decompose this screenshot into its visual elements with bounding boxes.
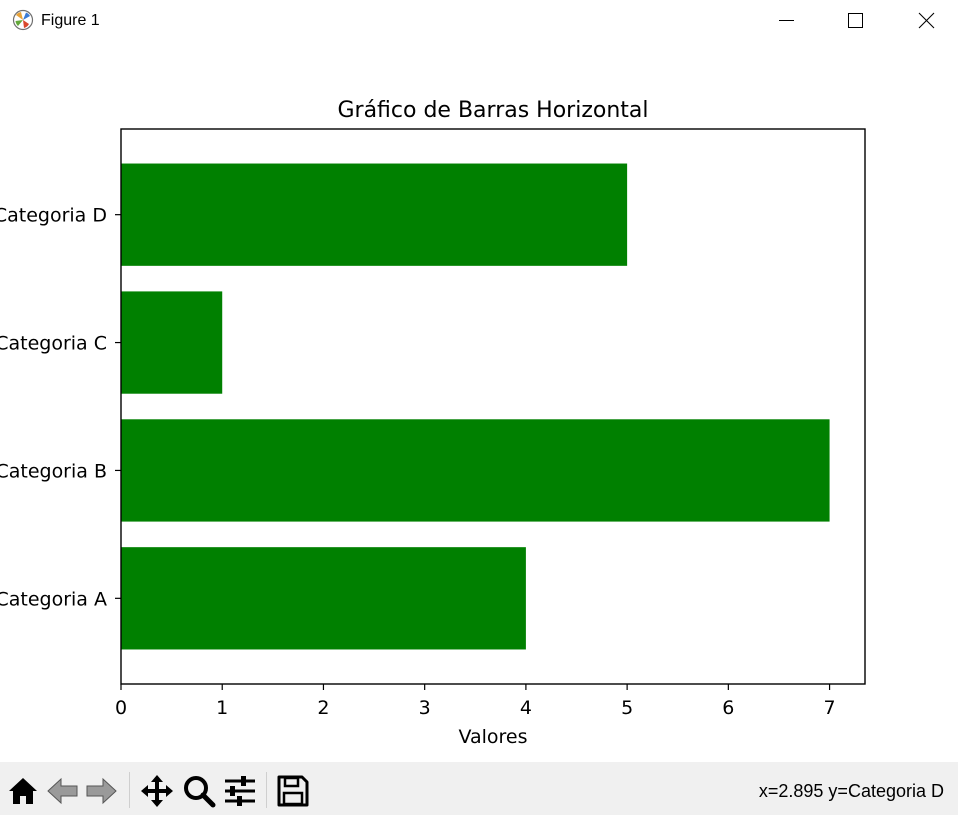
window-title: Figure 1 bbox=[41, 12, 100, 29]
maximize-button[interactable] bbox=[832, 0, 878, 42]
home-button[interactable] bbox=[5, 773, 41, 809]
forward-icon bbox=[86, 777, 117, 805]
axes-frame bbox=[120, 128, 866, 685]
back-button[interactable] bbox=[45, 773, 81, 809]
x-tick-label: 6 bbox=[722, 697, 734, 719]
back-icon bbox=[47, 777, 78, 805]
toolbar-separator bbox=[129, 772, 130, 808]
close-icon bbox=[918, 12, 935, 29]
y-tick-label: Categoria B bbox=[0, 460, 107, 482]
configure-subplots-icon bbox=[225, 776, 255, 806]
pan-icon bbox=[141, 775, 173, 807]
x-tick-label: 4 bbox=[520, 697, 532, 719]
title-bar: Figure 1 bbox=[0, 0, 958, 42]
navigation-toolbar: x=2.895 y=Categoria D bbox=[0, 762, 958, 815]
close-button[interactable] bbox=[903, 0, 949, 42]
x-tick-label: 2 bbox=[317, 697, 329, 719]
home-icon bbox=[9, 778, 37, 804]
forward-button[interactable] bbox=[83, 773, 119, 809]
y-tick-label: Categoria A bbox=[0, 588, 107, 610]
matplotlib-logo-icon bbox=[12, 9, 34, 31]
figure-canvas[interactable]: Gráfico de Barras Horizontal 0 1 2 3 4 5 6 7 Ca… bbox=[0, 42, 958, 762]
bar-chart[interactable]: Gráfico de Barras Horizontal 0 1 2 3 4 5 6 7 Ca… bbox=[0, 42, 958, 762]
x-tick-label: 1 bbox=[216, 697, 228, 719]
minimize-button[interactable] bbox=[763, 0, 809, 42]
pan-button[interactable] bbox=[139, 773, 175, 809]
configure-subplots-button[interactable] bbox=[222, 773, 258, 809]
y-tick-label: Categoria D bbox=[0, 205, 107, 227]
maximize-icon bbox=[848, 13, 863, 28]
save-button[interactable] bbox=[275, 773, 311, 809]
zoom-button[interactable] bbox=[181, 773, 217, 809]
x-axis-label: Valores bbox=[458, 726, 527, 748]
bar-categoria-a bbox=[121, 547, 526, 650]
bar-categoria-c bbox=[121, 291, 223, 394]
minimize-icon bbox=[779, 20, 794, 21]
x-tick-label: 5 bbox=[621, 697, 633, 719]
cursor-coordinates: x=2.895 y=Categoria D bbox=[758, 781, 944, 801]
y-tick-label: Categoria C bbox=[0, 333, 107, 355]
x-tick-label: 7 bbox=[824, 697, 836, 719]
bar-categoria-d bbox=[121, 163, 628, 266]
toolbar-separator bbox=[266, 772, 267, 808]
save-icon bbox=[277, 775, 309, 807]
bar-categoria-b bbox=[121, 419, 830, 522]
chart-title: Gráfico de Barras Horizontal bbox=[337, 98, 648, 123]
zoom-icon bbox=[184, 776, 216, 808]
x-tick-label: 3 bbox=[419, 697, 431, 719]
x-tick-label: 0 bbox=[115, 697, 127, 719]
